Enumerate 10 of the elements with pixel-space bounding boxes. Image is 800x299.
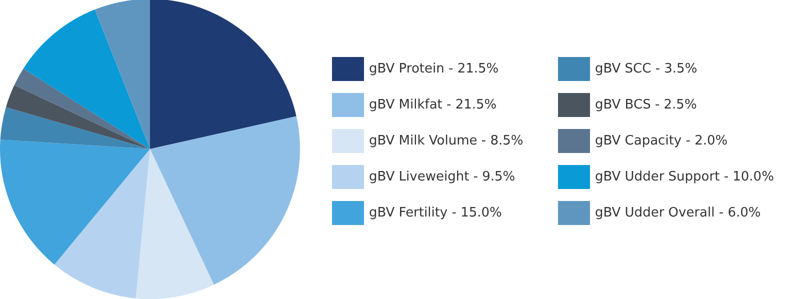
legend-label: gBV Milk Volume - 8.5% — [369, 134, 524, 148]
legend-label: gBV Fertility - 15.0% — [369, 206, 502, 220]
legend-label: gBV Protein - 21.5% — [369, 62, 499, 76]
legend-label: gBV Udder Overall - 6.0% — [595, 206, 761, 220]
legend-label: gBV Liveweight - 9.5% — [369, 170, 516, 184]
legend-label: gBV BCS - 2.5% — [595, 98, 697, 112]
legend-label: gBV Capacity - 2.0% — [595, 134, 728, 148]
legend-label: gBV Milkfat - 21.5% — [369, 98, 497, 112]
legend-label: gBV SCC - 3.5% — [595, 62, 698, 76]
legend-label: gBV Udder Support - 10.0% — [595, 170, 774, 184]
